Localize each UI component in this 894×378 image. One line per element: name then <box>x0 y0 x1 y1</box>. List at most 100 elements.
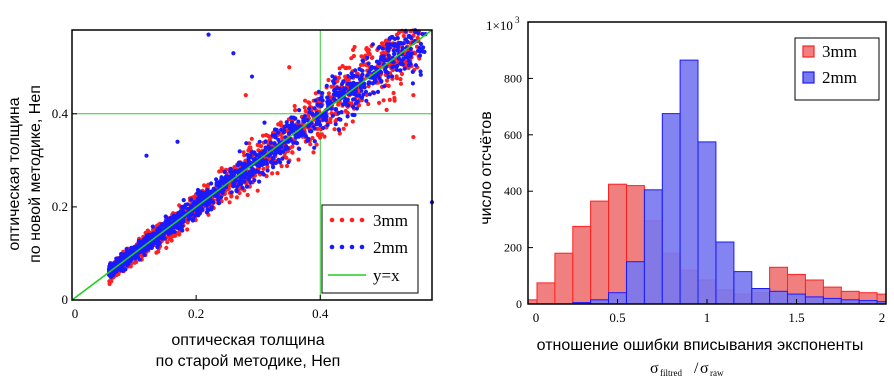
scatter-point-2mm-265 <box>386 53 391 58</box>
scatter-point-3mm-1004 <box>134 259 139 265</box>
scatter-point-2mm-1095 <box>271 160 276 166</box>
scatter-point-3mm-70 <box>292 103 297 109</box>
scatter-point-2mm-1045 <box>351 91 356 96</box>
scatter-point-2mm-1258 <box>420 49 425 54</box>
scatter-point-3mm-1203 <box>293 108 298 113</box>
scatter-point-3mm-1176 <box>145 228 150 233</box>
scatter-point-2mm-1009 <box>418 72 423 77</box>
scatter-point-2mm-1208 <box>237 149 242 154</box>
hist-bar-2mm-14 <box>769 290 788 305</box>
scatter-point-2mm-1178 <box>293 116 298 121</box>
scatter-point-3mm-1170 <box>177 230 182 235</box>
scatter-point-2mm-1222 <box>331 92 336 97</box>
scatter-point-2mm-239 <box>312 139 317 144</box>
scatter-point-2mm-1089 <box>320 91 325 96</box>
scatter-point-2mm-1131 <box>396 41 402 46</box>
scatter-point-3mm-775 <box>202 183 207 188</box>
scatter-point-2mm-303 <box>333 122 338 127</box>
scatter-point-2mm-1275 <box>322 115 327 120</box>
scatter-point-2mm-1297 <box>345 81 350 87</box>
scatter-point-3mm-842 <box>349 56 354 61</box>
scatter-point-2mm-1215 <box>377 44 382 49</box>
scatter-point-3mm-443 <box>398 77 403 82</box>
scatter-point-3mm-1372 <box>217 169 222 174</box>
scatter-point-2mm-1106 <box>367 92 372 97</box>
scatter-point-2mm-1179 <box>263 139 268 144</box>
scatter-point-3mm-741 <box>379 41 385 46</box>
scatter-point-2mm-799 <box>315 102 320 107</box>
scatter-point-3mm-1254 <box>336 75 342 80</box>
scatter-point-2mm-719 <box>256 169 261 175</box>
scatter-point-2mm-1112 <box>258 150 263 156</box>
scatter-point-2mm-131 <box>402 66 407 71</box>
scatter-point-2mm-155 <box>270 156 276 161</box>
scatter-point-3mm-224 <box>381 98 386 103</box>
scatter-point-2mm-1151 <box>401 41 406 46</box>
scatter-point-2mm-670 <box>262 120 267 125</box>
scatter-point-3mm-570 <box>296 157 301 162</box>
scatter-point-2mm-865 <box>188 197 194 202</box>
scatter-point-3mm-571 <box>234 195 239 200</box>
formula-sub-raw: raw <box>710 368 724 378</box>
hist-y-top-base: 1×10 <box>486 18 513 33</box>
scatter-point-2mm-1245 <box>177 224 182 229</box>
scatter-point-2mm-552 <box>222 169 227 175</box>
scatter-outlier-7 <box>411 93 416 98</box>
scatter-point-3mm-1258 <box>331 84 336 89</box>
scatter-point-3mm-184 <box>366 101 371 107</box>
scatter-point-2mm-805 <box>351 97 356 102</box>
hist-y-top-label: 1×10 3 <box>486 15 520 33</box>
scatter-point-3mm-1391 <box>344 65 349 71</box>
formula-slash: / <box>694 360 699 377</box>
scatter-point-2mm-835 <box>345 114 350 119</box>
scatter-point-3mm-817 <box>399 71 405 77</box>
scatter-point-2mm-1188 <box>108 262 113 267</box>
scatter-point-2mm-1146 <box>197 211 203 216</box>
scatter-point-2mm-702 <box>351 104 356 109</box>
scatter-point-2mm-912 <box>284 120 289 125</box>
scatter-yx-line <box>71 29 433 301</box>
scatter-point-2mm-832 <box>185 206 191 212</box>
scatter-point-3mm-212 <box>270 171 275 176</box>
scatter-point-3mm-1340 <box>337 66 342 71</box>
scatter-point-2mm-800 <box>337 71 343 76</box>
scatter-point-3mm-727 <box>265 164 270 169</box>
scatter-point-2mm-521 <box>353 101 358 106</box>
scatter-point-2mm-1244 <box>239 175 244 180</box>
scatter-point-3mm-1279 <box>173 233 178 238</box>
scatter-point-2mm-1294 <box>181 198 186 203</box>
scatter-point-2mm-65 <box>265 168 270 173</box>
scatter-outlier-2 <box>249 74 255 79</box>
scatter-point-2mm-324 <box>418 41 424 47</box>
scatter-point-2mm-1211 <box>355 74 360 79</box>
scatter-point-2mm-846 <box>283 147 288 152</box>
scatter-point-2mm-1182 <box>349 75 354 80</box>
hist-bar-3mm-5 <box>608 183 627 305</box>
scatter-point-2mm-289 <box>244 141 249 146</box>
scatter-point-2mm-1055 <box>405 55 410 60</box>
scatter-point-2mm-842 <box>247 171 252 176</box>
scatter-point-3mm-528 <box>377 100 382 105</box>
scatter-point-3mm-643 <box>303 109 308 114</box>
scatter-point-2mm-1235 <box>131 256 136 261</box>
scatter-point-2mm-665 <box>382 84 387 89</box>
scatter-point-2mm-953 <box>190 218 195 223</box>
scatter-ytick-label-1: 0.2 <box>52 199 68 214</box>
hist-bar-2mm-8 <box>661 113 681 305</box>
scatter-point-2mm-778 <box>211 186 216 191</box>
scatter-point-2mm-1231 <box>193 208 199 213</box>
formula-sub-filtred: filtred <box>660 368 682 378</box>
formula-sigma-2: σ <box>700 360 709 377</box>
scatter-xlabel-line1: оптическая толщина <box>171 332 324 349</box>
scatter-point-2mm-1099 <box>383 58 388 63</box>
scatter-point-2mm-460 <box>257 179 262 184</box>
scatter-point-3mm-735 <box>392 98 397 103</box>
scatter-point-2mm-528 <box>307 106 312 111</box>
scatter-point-2mm-1079 <box>297 108 302 113</box>
hist-ytick-label-4: 800 <box>504 71 522 85</box>
hist-bar-2mm-10 <box>697 141 717 305</box>
scatter-point-2mm-981 <box>248 154 253 159</box>
scatter-point-3mm-861 <box>107 281 112 287</box>
scatter-point-2mm-519 <box>214 177 219 182</box>
scatter-point-2mm-1042 <box>172 225 177 230</box>
